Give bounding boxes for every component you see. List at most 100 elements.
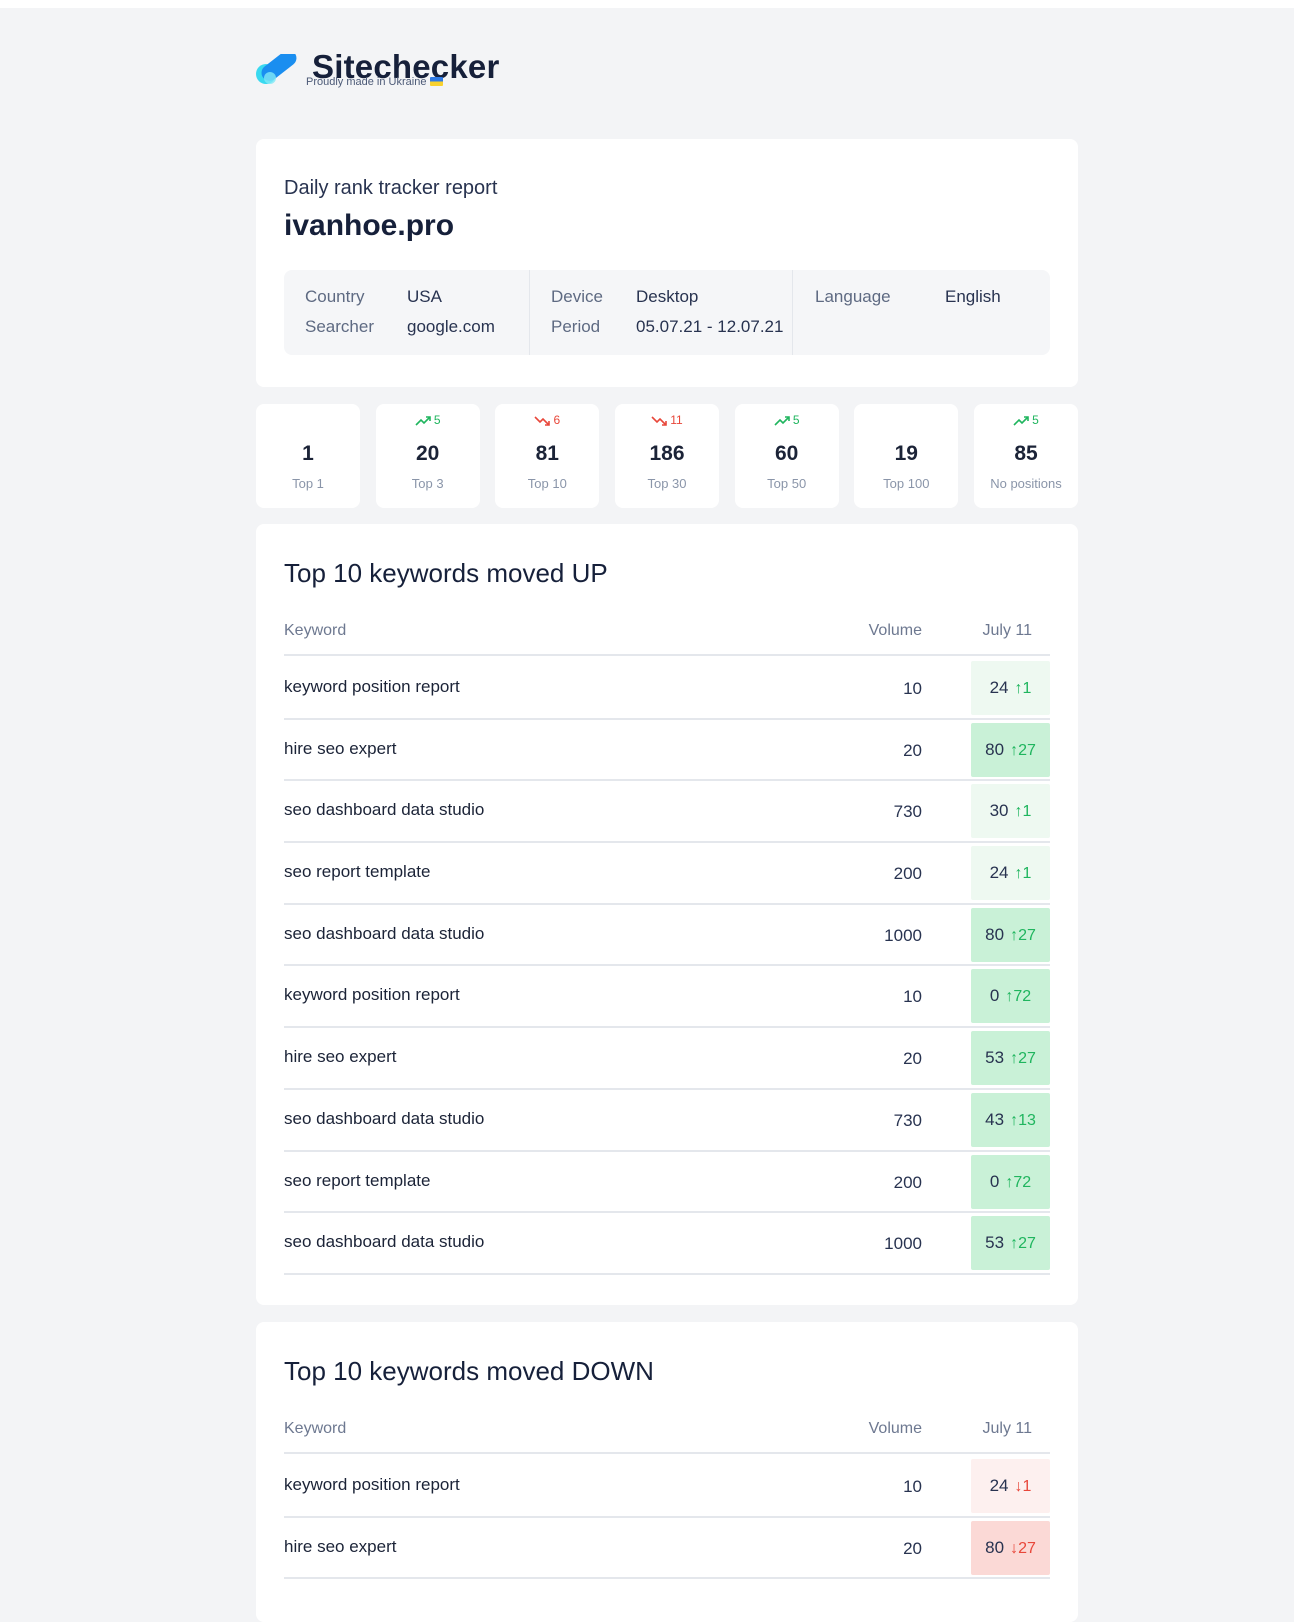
position-change-value: 1 bbox=[1022, 865, 1032, 883]
stat-label: Top 1 bbox=[292, 476, 324, 491]
keyword-cell: keyword position report bbox=[284, 1475, 460, 1494]
stat-delta: 5 bbox=[735, 413, 839, 429]
table-row[interactable]: keyword position report 10 24 ↑1 bbox=[284, 658, 1050, 720]
keyword-cell: seo dashboard data studio bbox=[284, 1108, 485, 1128]
table-row[interactable]: hire seo expert 20 80 ↑27 bbox=[284, 720, 1050, 782]
position-change-value: 27 bbox=[1018, 1539, 1036, 1557]
table-row[interactable]: seo report template 200 0 ↑72 bbox=[284, 1152, 1050, 1214]
volume-cell: 10 bbox=[903, 679, 922, 698]
keyword-cell: keyword position report bbox=[284, 985, 460, 1005]
position-change: ↑13 bbox=[1010, 1112, 1036, 1129]
trend-up-icon bbox=[1013, 416, 1029, 426]
volume-cell: 200 bbox=[893, 864, 922, 884]
report-info-box: Country USA Searcher google.com Device D… bbox=[284, 270, 1050, 355]
volume-cell: 10 bbox=[903, 987, 922, 1007]
arrow-down-icon: ↓ bbox=[1014, 1478, 1023, 1495]
stat-value: 60 bbox=[775, 442, 799, 465]
position-value: 43 bbox=[985, 1109, 1005, 1129]
arrow-up-icon: ↑ bbox=[1010, 1111, 1019, 1129]
table-row[interactable]: hire seo expert 20 53 ↑27 bbox=[284, 1028, 1050, 1090]
brand-tagline: Proudly made in Ukraine bbox=[306, 76, 444, 88]
position-change-value: 13 bbox=[1018, 1111, 1036, 1129]
position-change-value: 27 bbox=[1018, 926, 1036, 944]
keyword-column-header[interactable]: Keyword bbox=[284, 622, 347, 639]
trend-up-icon bbox=[415, 416, 431, 426]
position-value: 0 bbox=[989, 1171, 1000, 1191]
stat-value: 20 bbox=[416, 442, 440, 465]
arrow-up-icon: ↑ bbox=[1014, 680, 1023, 697]
position-cell: 80 ↑27 bbox=[971, 722, 1050, 777]
table-row[interactable]: seo dashboard data studio 1000 53 ↑27 bbox=[284, 1213, 1050, 1275]
stat-label: No positions bbox=[990, 476, 1062, 491]
keywords-down-rows: keyword position report 10 24 ↓1 hire seo ex… bbox=[284, 1456, 1050, 1580]
position-change: ↑27 bbox=[1010, 742, 1036, 759]
info-column-device: Device Desktop Period 05.07.21 - 12.07.2… bbox=[529, 270, 792, 355]
stat-delta: 5 bbox=[974, 413, 1078, 429]
stat-delta bbox=[256, 413, 360, 429]
date-column-header[interactable]: July 11 bbox=[982, 622, 1032, 639]
position-change: ↑27 bbox=[1010, 927, 1036, 944]
stat-value: 19 bbox=[894, 442, 918, 465]
keyword-cell: seo report template bbox=[284, 862, 431, 882]
position-change: ↑27 bbox=[1010, 1235, 1036, 1252]
position-cell: 80 ↑27 bbox=[971, 907, 1050, 962]
position-cell: 0 ↑72 bbox=[971, 969, 1050, 1024]
volume-cell: 10 bbox=[903, 1477, 922, 1496]
volume-cell: 1000 bbox=[884, 1234, 922, 1254]
position-cell: 80 ↓27 bbox=[971, 1520, 1050, 1575]
keywords-up-rows: keyword position report 10 24 ↑1 hire seo ex… bbox=[284, 658, 1050, 1275]
volume-column-header[interactable]: Volume bbox=[868, 622, 922, 639]
period-value: 05.07.21 - 12.07.21 bbox=[636, 317, 784, 336]
table-row[interactable]: seo report template 200 24 ↑1 bbox=[284, 843, 1050, 905]
position-cell: 43 ↑13 bbox=[971, 1092, 1050, 1147]
keyword-cell: hire seo expert bbox=[284, 1047, 397, 1067]
position-change: ↑1 bbox=[1015, 865, 1032, 882]
arrow-up-icon: ↑ bbox=[1005, 988, 1014, 1006]
logo[interactable]: Sitechecker Proudly made in Ukraine bbox=[256, 48, 516, 92]
keyword-cell: seo dashboard data studio bbox=[284, 800, 485, 820]
keyword-cell: seo dashboard data studio bbox=[284, 923, 485, 943]
position-change-value: 27 bbox=[1018, 741, 1036, 759]
position-value: 53 bbox=[985, 1048, 1005, 1068]
arrow-up-icon: ↑ bbox=[1010, 1050, 1019, 1068]
position-value: 80 bbox=[985, 739, 1005, 759]
ukraine-flag-icon bbox=[430, 77, 444, 86]
stat-value: 81 bbox=[535, 442, 559, 465]
stat-top-10: 6 81 Top 10 bbox=[495, 404, 600, 508]
position-change: ↓1 bbox=[1015, 1478, 1032, 1495]
table-row[interactable]: hire seo expert 20 80 ↓27 bbox=[284, 1518, 1050, 1580]
volume-cell: 200 bbox=[893, 1172, 922, 1192]
volume-cell: 20 bbox=[903, 740, 922, 760]
position-value: 24 bbox=[989, 1476, 1009, 1495]
device-label: Device bbox=[551, 287, 603, 306]
position-change: ↑27 bbox=[1010, 1050, 1036, 1067]
table-row[interactable]: seo dashboard data studio 730 43 ↑13 bbox=[284, 1090, 1050, 1152]
volume-cell: 20 bbox=[903, 1538, 922, 1558]
report-subtitle: Daily rank tracker report bbox=[284, 177, 498, 199]
stat-delta bbox=[854, 413, 958, 429]
brand-name: Sitechecker bbox=[312, 48, 500, 85]
keyword-column-header[interactable]: Keyword bbox=[284, 1420, 347, 1437]
stat-delta: 5 bbox=[376, 413, 480, 429]
date-column-header[interactable]: July 11 bbox=[982, 1420, 1032, 1437]
table-row[interactable]: seo dashboard data studio 730 30 ↑1 bbox=[284, 781, 1050, 844]
table-row[interactable]: keyword position report 10 0 ↑72 bbox=[284, 966, 1050, 1029]
position-cell: 30 ↑1 bbox=[971, 784, 1050, 839]
volume-cell: 20 bbox=[903, 1049, 922, 1069]
stat-delta-value: 6 bbox=[553, 413, 561, 427]
position-value: 0 bbox=[989, 986, 1000, 1006]
table-row[interactable]: seo dashboard data studio 1000 80 ↑27 bbox=[284, 905, 1050, 967]
stat-delta-value: 5 bbox=[792, 413, 800, 427]
volume-cell: 1000 bbox=[884, 925, 922, 945]
keyword-cell: hire seo expert bbox=[284, 1536, 397, 1556]
keyword-cell: hire seo expert bbox=[284, 738, 397, 758]
position-value: 24 bbox=[989, 678, 1009, 697]
report-site: ivanhoe.pro bbox=[284, 209, 455, 242]
keyword-cell: seo report template bbox=[284, 1170, 431, 1190]
position-change-value: 1 bbox=[1022, 803, 1032, 821]
info-column-language: Language English bbox=[792, 270, 1050, 355]
volume-column-header[interactable]: Volume bbox=[868, 1420, 922, 1437]
stat-delta-value: 5 bbox=[1032, 413, 1039, 427]
table-row[interactable]: keyword position report 10 24 ↓1 bbox=[284, 1456, 1050, 1518]
trend-down-icon bbox=[651, 416, 668, 426]
